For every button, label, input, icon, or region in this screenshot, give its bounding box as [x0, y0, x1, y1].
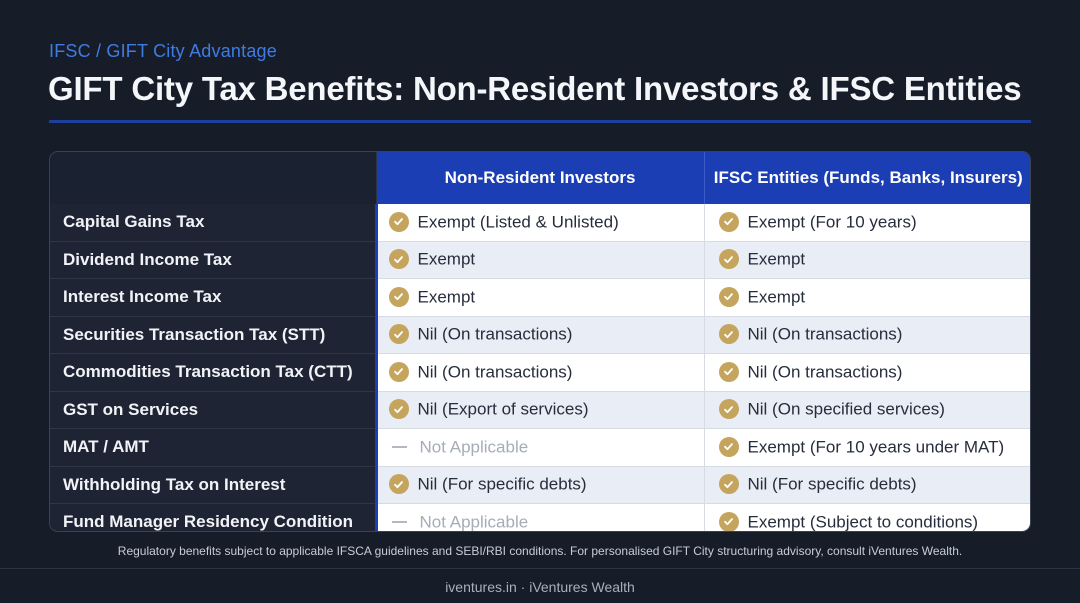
row-label: Commodities Transaction Tax (CTT): [50, 353, 376, 391]
column-header-ifsc-entities: IFSC Entities (Funds, Banks, Insurers): [703, 152, 1030, 204]
cell-value: Exempt (Listed & Unlisted): [417, 212, 619, 232]
table-corner-cell: [50, 152, 377, 204]
cell-value: Exempt (For 10 years under MAT): [747, 437, 1005, 457]
cell-value: Nil (On transactions): [417, 325, 573, 344]
disclaimer-text: Regulatory benefits subject to applicabl…: [117, 544, 963, 558]
eyebrow-label: IFSC / GIFT City Advantage: [49, 41, 277, 61]
cell-ifsc-entities: Nil (On transactions): [703, 315, 1030, 354]
row-label: GST on Services: [50, 390, 376, 429]
cell-non-resident: Nil (On transactions): [374, 315, 704, 354]
cell-non-resident: Nil (Export of services): [374, 390, 704, 429]
check-circle-icon: [718, 511, 739, 531]
check-circle-icon: [388, 249, 409, 269]
cell-value: Exempt: [747, 250, 806, 269]
check-circle-icon: [388, 211, 409, 232]
cell-non-resident: Not Applicable: [374, 428, 704, 466]
cell-ifsc-entities: Nil (On specified services): [703, 390, 1030, 429]
row-label: Fund Manager Residency Condition: [50, 503, 376, 531]
check-circle-icon: [388, 324, 409, 344]
check-circle-icon: [388, 286, 409, 307]
cell-non-resident: Nil (For specific debts): [374, 465, 704, 504]
table-row: Dividend Income Tax Exempt Exempt: [50, 240, 1030, 279]
check-circle-icon: [718, 399, 739, 419]
cell-value: Nil (For specific debts): [747, 475, 917, 494]
cell-ifsc-entities: Exempt (For 10 years): [703, 204, 1030, 241]
check-circle-icon: [388, 399, 409, 419]
cell-ifsc-entities: Exempt: [703, 278, 1030, 316]
check-circle-icon: [388, 474, 409, 494]
check-circle-icon: [718, 436, 739, 457]
check-circle-icon: [718, 474, 739, 494]
cell-value: Exempt: [747, 287, 806, 307]
dash-icon: [391, 520, 407, 523]
table-row: Withholding Tax on Interest Nil (For spec…: [50, 465, 1030, 504]
column-header-non-resident: Non-Resident Investors: [376, 152, 704, 204]
cell-value: Exempt: [417, 287, 476, 307]
table-row: Interest Income Tax Exempt Exempt: [50, 278, 1030, 316]
cell-non-resident: Exempt (Listed & Unlisted): [374, 204, 704, 241]
footer-text: iventures.in · iVentures Wealth: [445, 579, 635, 595]
cell-value: Not Applicable: [419, 512, 529, 532]
cell-value: Nil (On specified services): [747, 400, 945, 419]
table-row: Commodities Transaction Tax (CTT) Nil (On…: [50, 353, 1030, 391]
page-title: GIFT City Tax Benefits: Non-Resident Inv…: [48, 70, 1022, 107]
cell-ifsc-entities: Nil (On transactions): [703, 353, 1030, 391]
table-row: GST on Services Nil (Export of services) N…: [50, 390, 1030, 429]
row-label: Dividend Income Tax: [50, 240, 376, 279]
cell-ifsc-entities: Exempt: [703, 240, 1030, 279]
cell-value: Nil (Export of services): [417, 400, 589, 419]
cell-value: Nil (On transactions): [417, 362, 573, 382]
footer-divider: [0, 568, 1080, 569]
tax-benefits-table: Non-Resident Investors IFSC Entities (Fu…: [49, 151, 1031, 532]
cell-non-resident: Nil (On transactions): [374, 353, 704, 391]
check-circle-icon: [718, 249, 739, 269]
table-row: MAT / AMT Not Applicable Exempt (For 10 ye…: [50, 428, 1030, 466]
cell-value: Exempt: [417, 250, 476, 269]
cell-value: Exempt (For 10 years): [747, 212, 917, 232]
table-row: Securities Transaction Tax (STT) Nil (On …: [50, 315, 1030, 354]
row-label: Securities Transaction Tax (STT): [50, 315, 376, 354]
cell-value: Not Applicable: [419, 437, 529, 457]
check-circle-icon: [718, 286, 739, 307]
cell-non-resident: Not Applicable: [374, 503, 704, 532]
cell-non-resident: Exempt: [374, 278, 704, 316]
check-circle-icon: [718, 324, 739, 344]
check-circle-icon: [718, 361, 739, 382]
cell-value: Nil (For specific debts): [417, 475, 587, 494]
cell-ifsc-entities: Exempt (For 10 years under MAT): [703, 428, 1030, 466]
table-row: Capital Gains Tax Exempt (Listed & Unlist…: [50, 204, 1030, 241]
row-label: Interest Income Tax: [50, 278, 376, 316]
cell-non-resident: Exempt: [374, 240, 704, 279]
check-circle-icon: [718, 211, 739, 232]
title-divider: [49, 120, 1031, 123]
check-circle-icon: [388, 361, 409, 382]
dash-icon: [391, 445, 407, 448]
cell-value: Exempt (Subject to conditions): [747, 512, 979, 532]
cell-value: Nil (On transactions): [747, 325, 903, 344]
cell-ifsc-entities: Exempt (Subject to conditions): [703, 503, 1030, 532]
row-label: Capital Gains Tax: [50, 204, 376, 241]
cell-value: Nil (On transactions): [747, 362, 903, 382]
row-label: MAT / AMT: [50, 428, 376, 466]
table-header-row: Non-Resident Investors IFSC Entities (Fu…: [50, 152, 1030, 204]
cell-ifsc-entities: Nil (For specific debts): [703, 465, 1030, 504]
row-label: Withholding Tax on Interest: [50, 465, 376, 504]
table-row: Fund Manager Residency Condition Not Appl…: [50, 503, 1030, 532]
